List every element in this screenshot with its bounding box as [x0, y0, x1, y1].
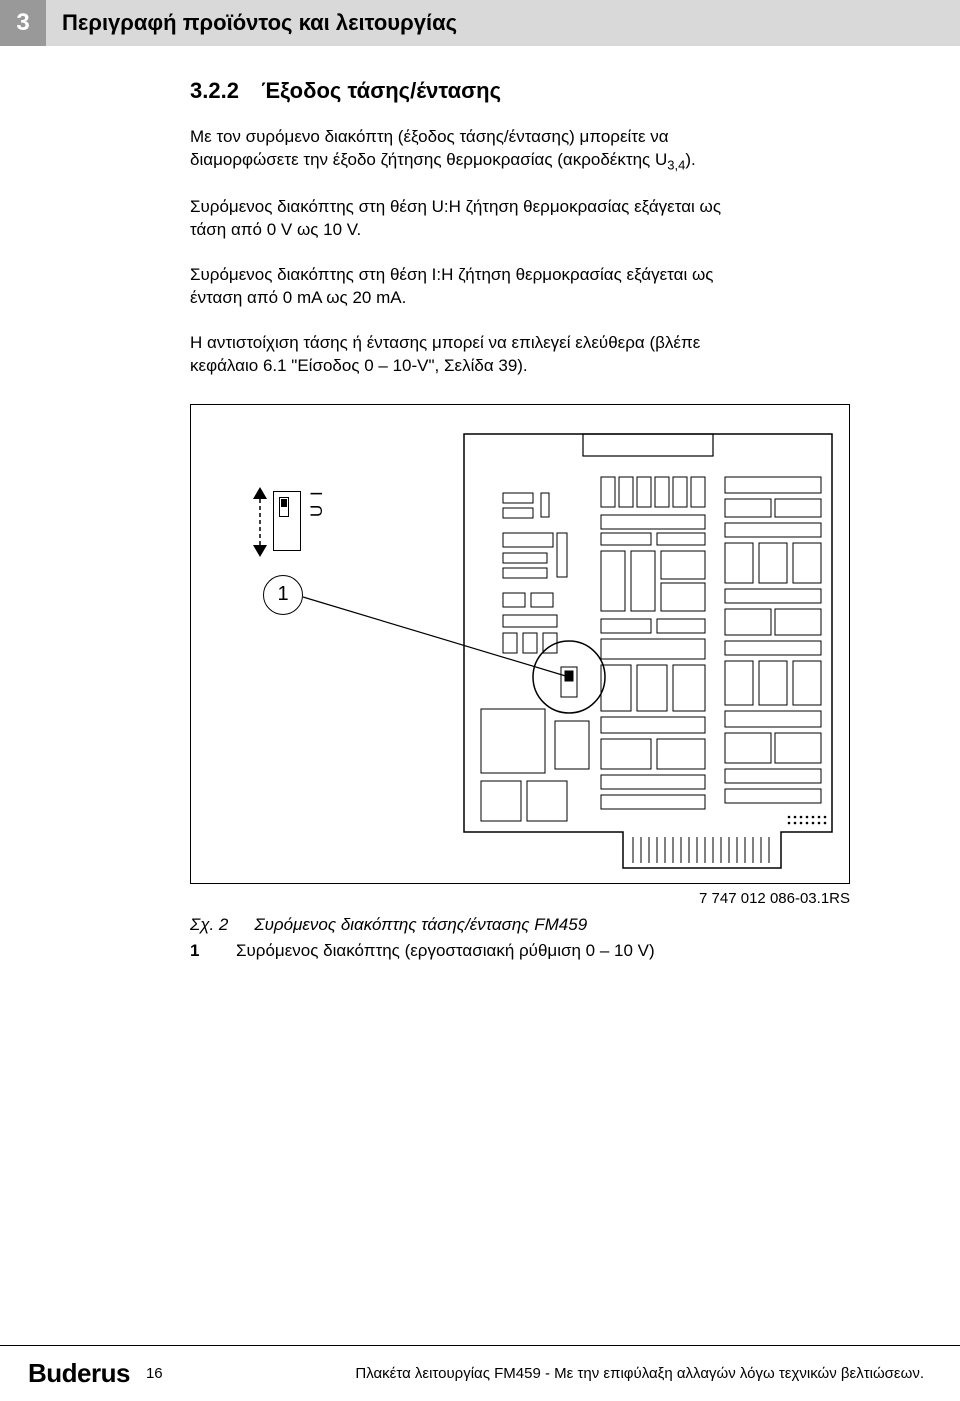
section-title: Έξοδος τάσης/έντασης [261, 78, 501, 103]
footer-page-number: 16 [146, 1365, 163, 1382]
figure-legend-text: Συρόμενος διακόπτης (εργοστασιακή ρύθμισ… [236, 941, 655, 961]
figure-legend: 1 Συρόμενος διακόπτης (εργοστασιακή ρύθμ… [190, 941, 850, 961]
switch-ui-label: U I [307, 489, 327, 517]
switch-knob-icon [281, 499, 287, 507]
figure-legend-num: 1 [190, 941, 210, 961]
paragraph-1b: ). [685, 150, 695, 169]
paragraph-1a: Με τον συρόμενο διακόπτη (έξοδος τάσης/έ… [190, 127, 669, 169]
paragraph-2: Συρόμενος διακόπτης στη θέση U:Η ζήτηση … [190, 196, 750, 242]
footer-text: Πλακέτα λειτουργίας FM459 - Με την επιφύ… [355, 1365, 924, 1382]
chapter-number: 3 [16, 9, 29, 37]
paragraph-1-sub: 3,4 [667, 157, 685, 172]
figure-caption-label: Σχ. 2 [190, 915, 228, 935]
chapter-title-bar: Περιγραφή προϊόντος και λειτουργίας [46, 0, 960, 46]
chapter-title: Περιγραφή προϊόντος και λειτουργίας [62, 10, 457, 36]
chapter-badge: 3 [0, 0, 46, 46]
pcb-diagram-icon [463, 433, 833, 869]
content-area: 3.2.2 Έξοδος τάσης/έντασης Με τον συρόμε… [0, 46, 960, 961]
callout-circle: 1 [263, 575, 303, 615]
figure-box: U I 1 [190, 404, 850, 884]
paragraph-1: Με τον συρόμενο διακόπτη (έξοδος τάσης/έ… [190, 126, 750, 174]
figure-caption-text: Συρόμενος διακόπτης τάσης/έντασης FM459 [254, 915, 587, 935]
figure-image-id: 7 747 012 086-03.1RS [190, 890, 850, 907]
switch-arrows-icon [253, 487, 267, 557]
figure-caption: Σχ. 2 Συρόμενος διακόπτης τάσης/έντασης … [190, 915, 850, 935]
page: 3 Περιγραφή προϊόντος και λειτουργίας 3.… [0, 0, 960, 1401]
section-heading: 3.2.2 Έξοδος τάσης/έντασης [190, 78, 850, 104]
paragraph-4: Η αντιστοίχιση τάσης ή έντασης μπορεί να… [190, 332, 750, 378]
page-footer: Buderus 16 Πλακέτα λειτουργίας FM459 - Μ… [0, 1345, 960, 1401]
callout-number: 1 [277, 583, 288, 606]
page-header: 3 Περιγραφή προϊόντος και λειτουργίας [0, 0, 960, 46]
footer-logo: Buderus [28, 1358, 130, 1389]
section-number: 3.2.2 [190, 78, 239, 103]
paragraph-3: Συρόμενος διακόπτης στη θέση I:Η ζήτηση … [190, 264, 750, 310]
